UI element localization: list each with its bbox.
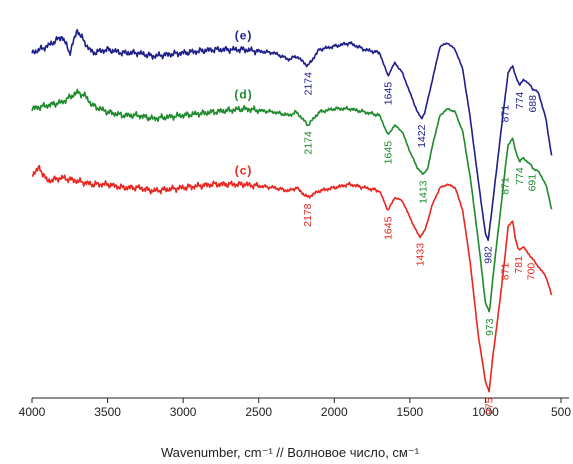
peak-label: 871 — [499, 263, 511, 281]
x-tick-label: 2000 — [321, 405, 348, 419]
peak-label: 871 — [499, 177, 511, 195]
series-label: (c) — [235, 163, 253, 177]
peak-label: 1413 — [417, 180, 429, 204]
x-tick-label: 2500 — [245, 405, 272, 419]
series-line-2 — [31, 164, 553, 393]
peak-label: 774 — [514, 167, 526, 185]
x-tick-label: 1000 — [472, 405, 499, 419]
series-labels: (e) (d) (c) — [234, 29, 253, 178]
series-line-0 — [31, 28, 553, 242]
x-tick-label: 3500 — [94, 405, 121, 419]
series-line-1 — [31, 88, 553, 313]
peak-label: 1645 — [382, 141, 394, 165]
peak-label: 982 — [483, 246, 495, 264]
peak-label: 973 — [484, 318, 496, 336]
peak-label: 1433 — [415, 243, 427, 267]
peak-label: 691 — [527, 174, 539, 192]
series-label: (e) — [235, 29, 253, 43]
x-tick-label: 4000 — [19, 405, 46, 419]
peak-label: 1422 — [416, 124, 428, 148]
peak-label: 871 — [499, 105, 511, 123]
peak-label: 1645 — [382, 82, 394, 106]
peak-label: 2178 — [302, 203, 314, 227]
peak-label: 688 — [527, 95, 539, 113]
x-axis: 4000 3500 3000 2500 2000 1500 1000 500 — [19, 397, 571, 419]
peak-label: 2174 — [302, 131, 314, 155]
peak-label: 774 — [514, 92, 526, 110]
x-tick-label: 500 — [551, 405, 571, 419]
x-tick-label: 1500 — [397, 405, 424, 419]
x-axis-title: Wavenumber, cm⁻¹ // Волновое число, см⁻¹ — [161, 445, 420, 460]
peak-label: 1645 — [382, 216, 394, 240]
peak-label: 700 — [525, 263, 537, 281]
x-tick-label: 3000 — [170, 405, 197, 419]
peak-label: 2174 — [303, 72, 315, 96]
series-label: (d) — [234, 88, 252, 102]
peak-label: 781 — [513, 256, 525, 274]
peak-label: 975 — [484, 397, 496, 415]
spectra-lines — [31, 28, 553, 393]
